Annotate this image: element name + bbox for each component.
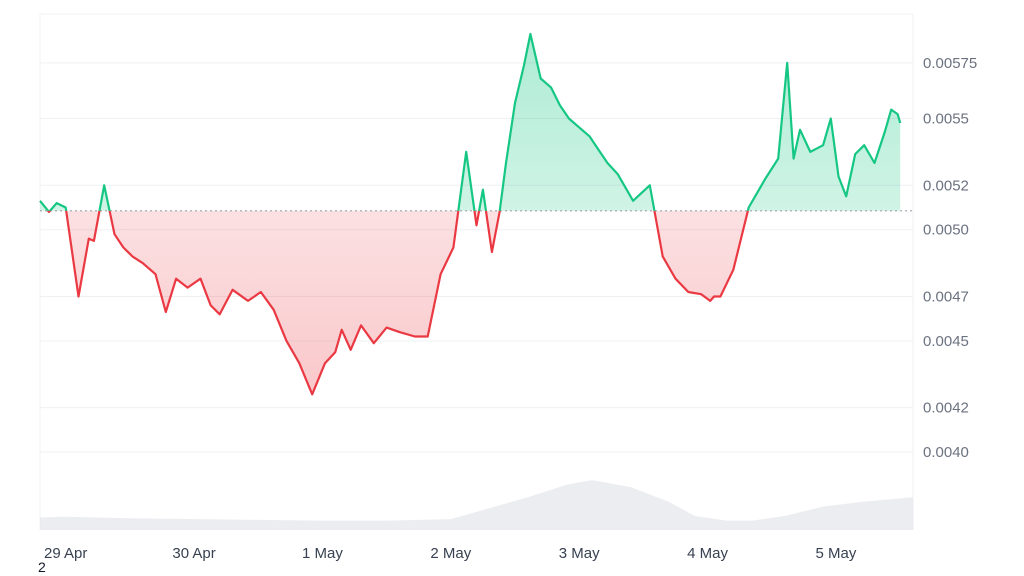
x-tick-label: 2 May — [430, 545, 471, 562]
y-axis-ticks: 0.0040 0.0042 0.0045 0.0047 0.0050 0.0052 0.00… — [923, 55, 977, 461]
x-tick-label: 29 Apr — [44, 545, 87, 562]
x-axis-ticks: 29 Apr 30 Apr 1 May 2 May 3 May 4 May 5 May — [44, 545, 857, 562]
y-tick-label: 0.0055 — [923, 111, 969, 128]
y-tick-label: 0.00575 — [923, 55, 977, 72]
x-tick-label: 3 May — [559, 545, 600, 562]
gridlines — [39, 13, 914, 530]
price-line-down — [46, 210, 750, 396]
price-line — [39, 32, 902, 396]
price-line-up — [39, 32, 902, 211]
x-tick-label: 5 May — [816, 545, 857, 562]
y-tick-label: 0.0045 — [923, 333, 969, 350]
x-tick-label: 30 Apr — [172, 545, 215, 562]
x-tick-label: 4 May — [687, 545, 728, 562]
volume-shape — [40, 480, 913, 530]
y-tick-label: 0.0052 — [923, 177, 969, 194]
price-fill — [40, 34, 901, 395]
corner-label: 2 — [38, 559, 46, 575]
y-tick-label: 0.0040 — [923, 444, 969, 461]
fill-above-baseline — [40, 34, 901, 211]
y-tick-label: 0.0042 — [923, 400, 969, 417]
y-tick-label: 0.0050 — [923, 222, 969, 239]
fill-below-baseline — [48, 210, 748, 395]
y-tick-label: 0.0047 — [923, 288, 969, 305]
volume-area — [40, 480, 913, 530]
x-tick-label: 1 May — [302, 545, 343, 562]
